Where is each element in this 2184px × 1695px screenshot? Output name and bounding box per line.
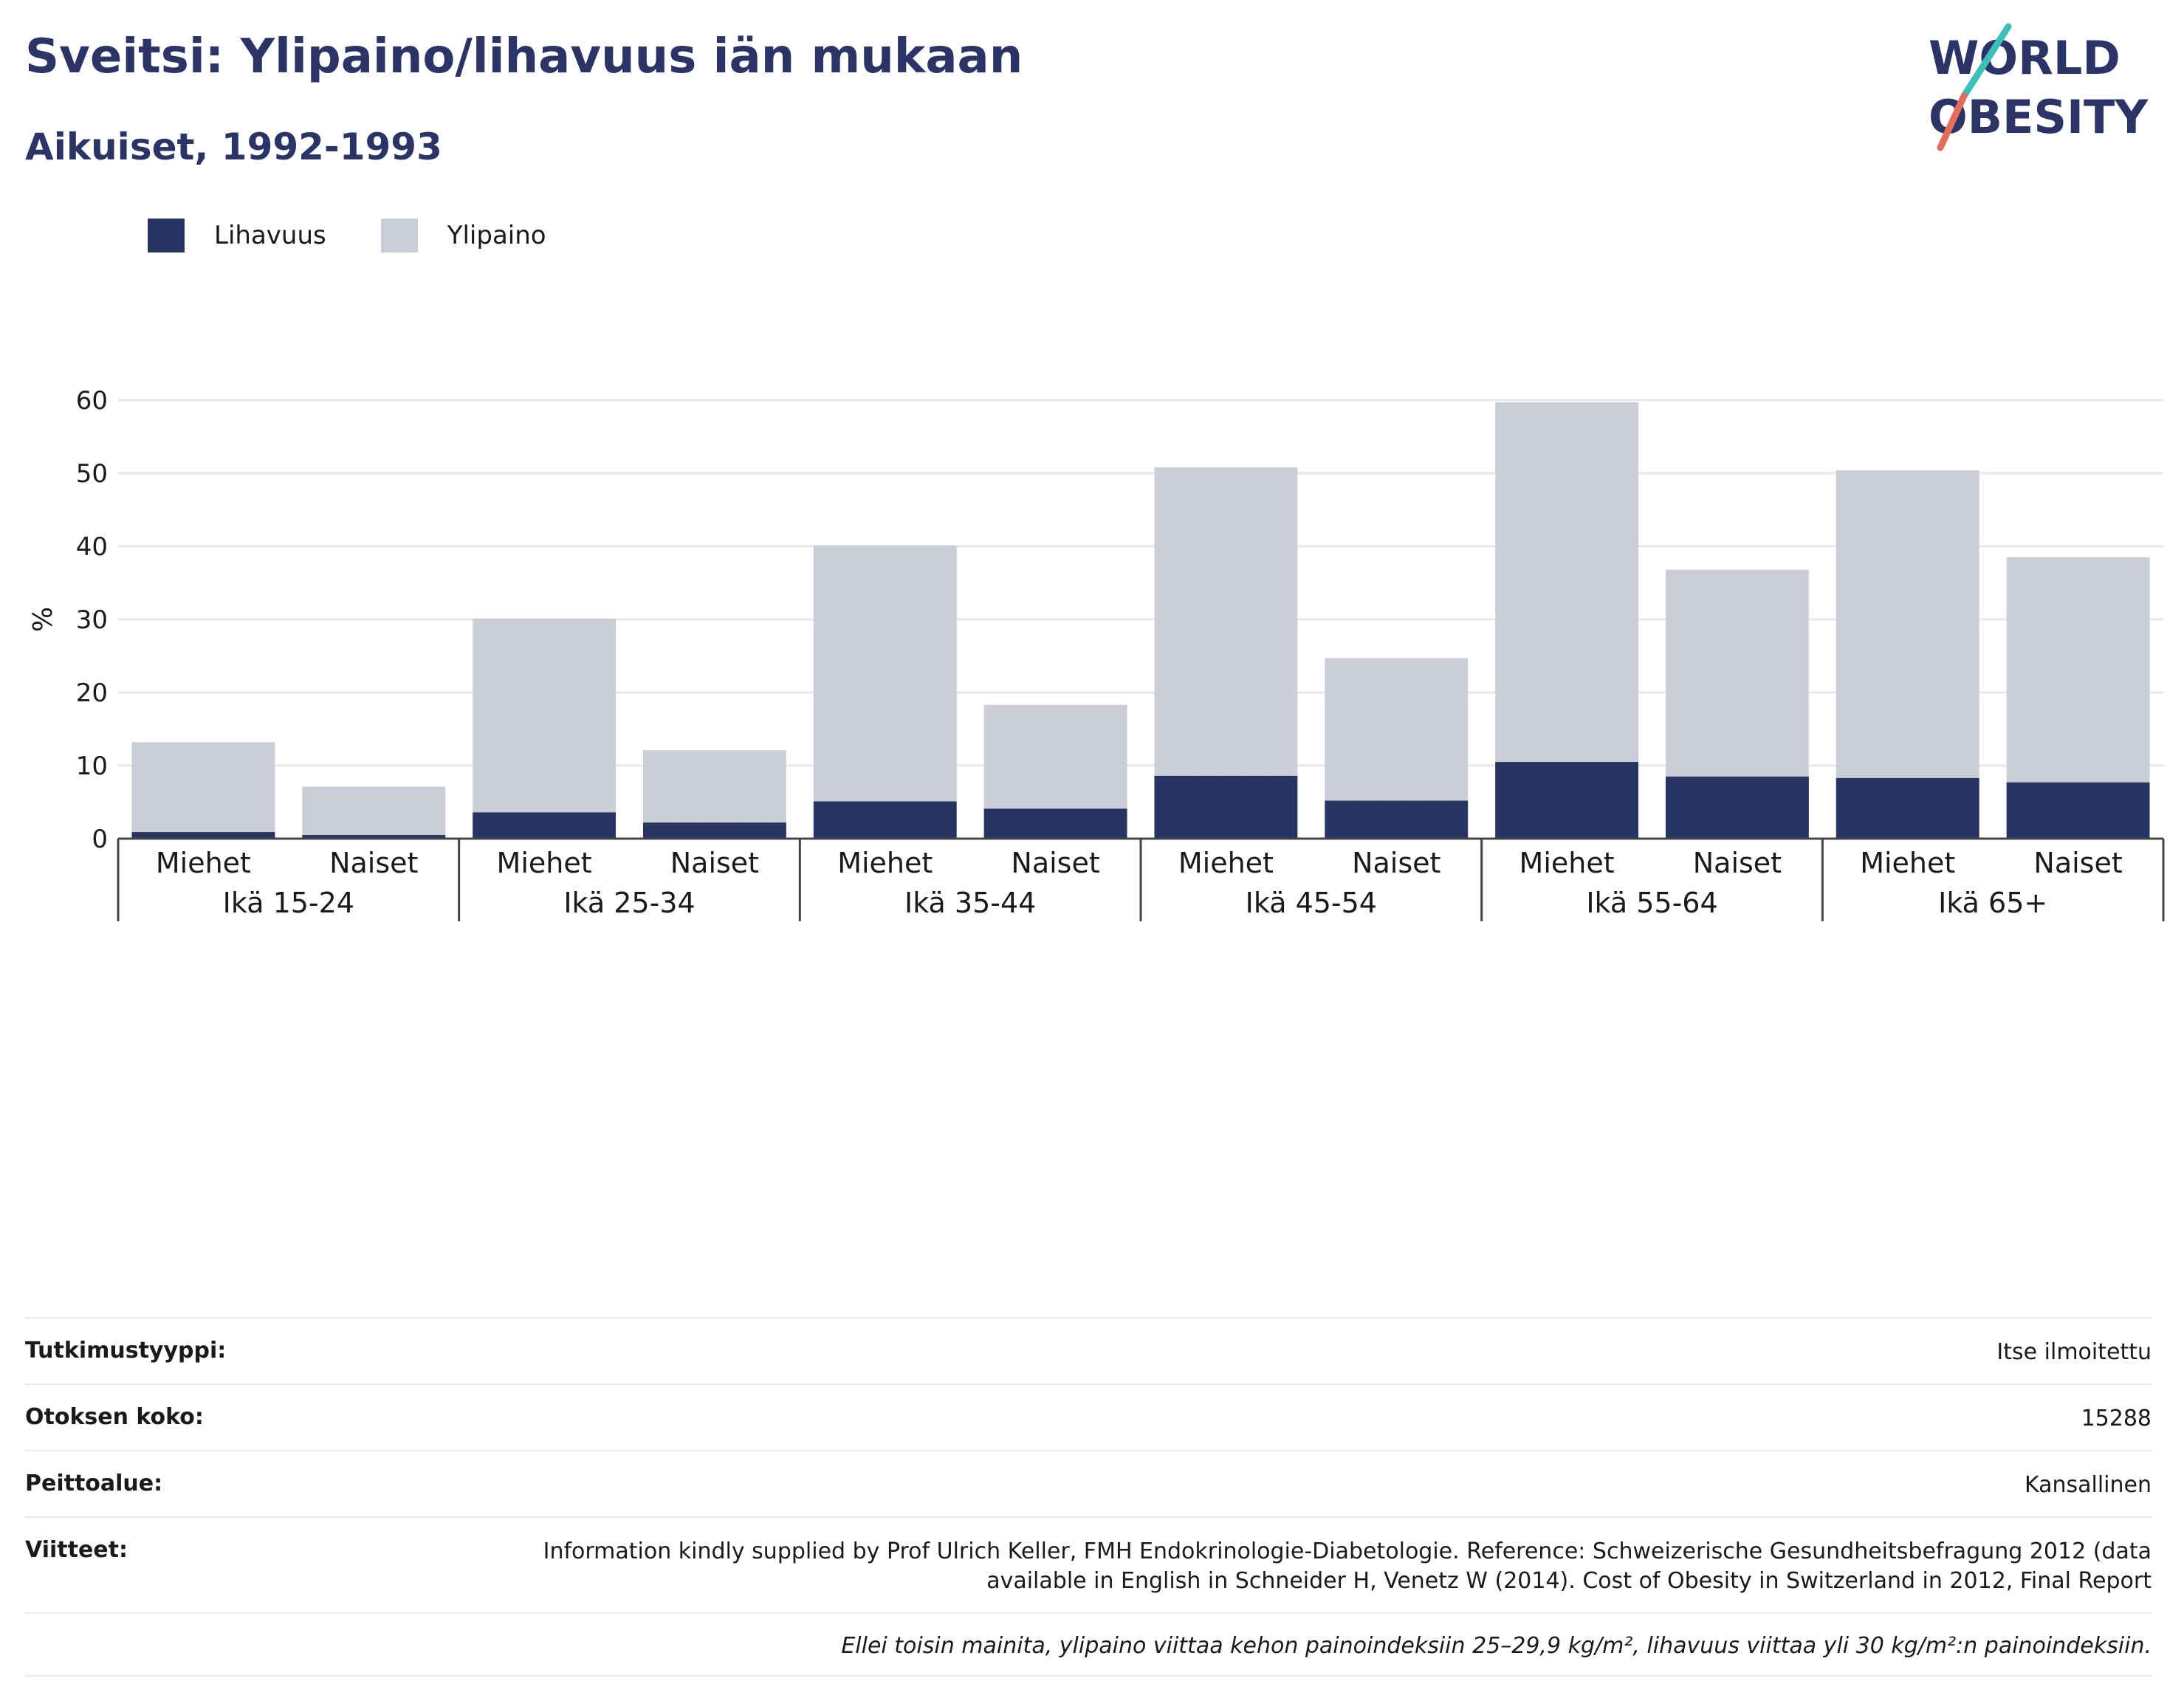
bar-overweight [1836, 470, 1979, 778]
bar-obesity [473, 812, 617, 839]
x-group-label: Ikä 55-64 [1586, 887, 1717, 919]
legend-swatch-overweight [380, 219, 418, 252]
info-label: Otoksen koko: [25, 1404, 204, 1430]
bar-obesity [1325, 800, 1469, 839]
info-row-sample-size: Otoksen koko: 15288 [25, 1383, 2152, 1450]
bar-obesity [1154, 775, 1298, 839]
x-group-label: Ikä 45-54 [1246, 887, 1377, 919]
info-row-references: Viitteet: Information kindly supplied by… [25, 1516, 2152, 1612]
info-label: Peittoalue: [25, 1471, 163, 1496]
bar-overweight [1665, 569, 1809, 777]
info-row-study-type: Tutkimustyyppi: Itse ilmoitettu [25, 1317, 2152, 1383]
info-row-note: Ellei toisin mainita, ylipaino viittaa k… [25, 1612, 2152, 1677]
info-row-coverage: Peittoalue: Kansallinen [25, 1450, 2152, 1516]
bar-obesity [2006, 782, 2150, 839]
world-obesity-logo: WORLD OBESITY [1929, 23, 2149, 151]
bar-obesity [302, 835, 446, 839]
bar-obesity [1495, 762, 1639, 839]
bar-obesity [131, 832, 275, 839]
definition-note: Ellei toisin mainita, ylipaino viittaa k… [841, 1633, 2152, 1659]
chart-legend: Lihavuus Ylipaino [148, 219, 601, 252]
page-subtitle: Aikuiset, 1992-1993 [25, 126, 442, 168]
x-group-label: Ikä 35-44 [904, 887, 1036, 919]
x-subcategory-label: Naiset [329, 847, 418, 879]
x-subcategory-label: Miehet [1178, 847, 1274, 879]
x-subcategory-label: Miehet [497, 847, 592, 879]
x-group-label: Ikä 65+ [1938, 887, 2047, 919]
legend-item-overweight: Ylipaino [380, 219, 546, 252]
bar-obesity [642, 822, 786, 839]
y-tick-label: 40 [76, 532, 108, 562]
bar-obesity [983, 808, 1127, 839]
y-tick-label: 0 [92, 825, 108, 854]
y-tick-label: 20 [76, 678, 108, 708]
bar-overweight [473, 619, 617, 813]
study-info-table: Tutkimustyyppi: Itse ilmoitettu Otoksen … [25, 1317, 2152, 1677]
bar-overweight [1495, 402, 1639, 763]
info-value: Itse ilmoitettu [1996, 1339, 2152, 1365]
bar-overweight [2006, 557, 2150, 783]
stacked-bar-chart: 0 10 20 30 40 50 60% Miehet Naiset Ikä 15-24 Miehe… [28, 386, 2165, 921]
bar-overweight [131, 742, 275, 833]
x-subcategory-label: Naiset [1352, 847, 1440, 879]
y-tick-label: 30 [76, 605, 108, 635]
x-group-label: Ikä 15-24 [223, 887, 354, 919]
y-axis-label: % [28, 607, 58, 632]
x-subcategory-label: Miehet [1860, 847, 1955, 879]
info-value: Kansallinen [2024, 1472, 2152, 1498]
info-label: Viitteet: [25, 1537, 128, 1563]
bar-overweight [302, 786, 446, 836]
legend-swatch-obesity [148, 219, 185, 252]
bar-overweight [642, 750, 786, 823]
x-subcategory-label: Miehet [1519, 847, 1615, 879]
x-group-label: Ikä 25-34 [563, 887, 695, 919]
bar-overweight [1325, 658, 1469, 801]
bar-overweight [983, 704, 1127, 809]
y-tick-label: 60 [76, 386, 108, 416]
info-value: 15288 [2081, 1406, 2152, 1431]
x-subcategory-label: Naiset [670, 847, 759, 879]
x-subcategory-label: Naiset [1011, 847, 1099, 879]
bar-obesity [1836, 777, 1979, 839]
bar-obesity [813, 801, 957, 839]
page-title: Sveitsi: Ylipaino/lihavuus iän mukaan [25, 30, 1023, 84]
y-tick-label: 50 [76, 459, 108, 489]
x-subcategory-label: Naiset [2033, 847, 2122, 879]
x-subcategory-label: Miehet [837, 847, 933, 879]
legend-item-obesity: Lihavuus [148, 219, 326, 252]
info-value: Information kindly supplied by Prof Ulri… [543, 1538, 2152, 1594]
y-tick-label: 10 [76, 752, 108, 781]
x-subcategory-label: Naiset [1693, 847, 1782, 879]
legend-label-overweight: Ylipaino [447, 221, 546, 250]
bar-overweight [813, 546, 957, 802]
legend-label-obesity: Lihavuus [214, 221, 326, 250]
x-subcategory-label: Miehet [156, 847, 251, 879]
bar-obesity [1665, 776, 1809, 839]
bar-overweight [1154, 467, 1298, 776]
info-label: Tutkimustyyppi: [25, 1338, 227, 1364]
svg-text:WORLD: WORLD [1929, 31, 2121, 85]
